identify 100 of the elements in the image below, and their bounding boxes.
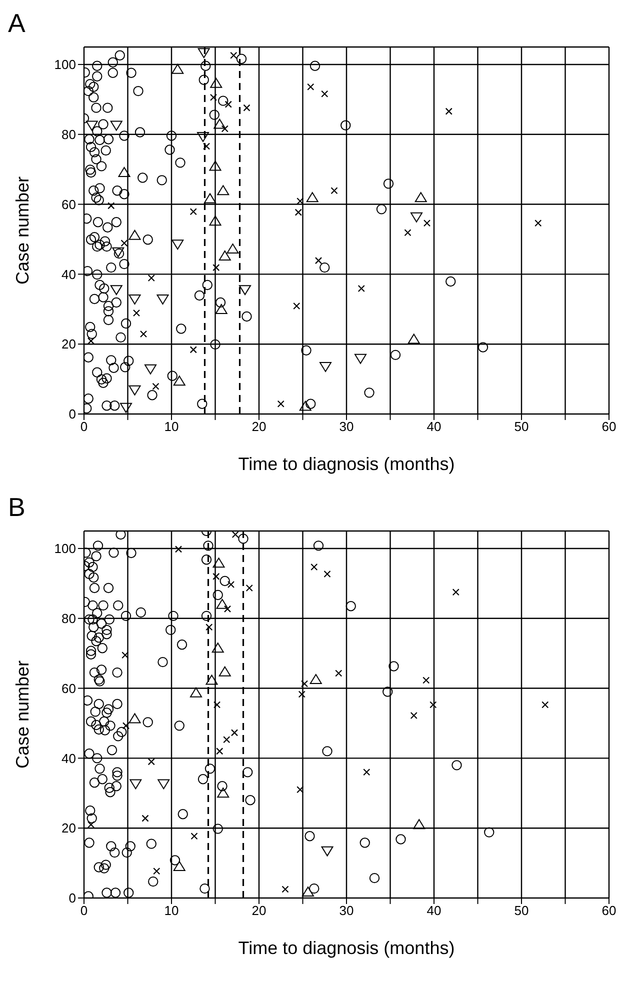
x-tick-label: 20 — [252, 903, 266, 918]
point — [422, 676, 430, 684]
point — [282, 886, 289, 893]
point — [232, 531, 239, 538]
point — [358, 284, 365, 292]
point — [87, 821, 95, 828]
x-tick-label: 40 — [426, 419, 442, 434]
chart-title: B — [8, 492, 26, 523]
point — [128, 294, 141, 305]
point — [217, 788, 230, 798]
point — [210, 78, 222, 88]
point — [197, 132, 209, 142]
point — [218, 250, 231, 261]
point — [414, 192, 427, 202]
x-axis-title: Time to diagnosis (months) — [238, 454, 455, 474]
point — [202, 142, 210, 150]
point — [122, 652, 129, 659]
point — [445, 108, 452, 115]
point — [430, 701, 437, 708]
point — [110, 285, 122, 296]
y-tick-label: 20 — [62, 336, 76, 352]
point — [452, 588, 460, 596]
point — [198, 48, 210, 58]
point — [227, 580, 235, 588]
point — [148, 274, 155, 282]
point — [243, 104, 250, 112]
point — [153, 868, 160, 875]
point — [216, 598, 228, 609]
x-tick-label: 10 — [164, 419, 179, 434]
point — [423, 220, 431, 227]
point — [239, 285, 251, 296]
point — [156, 294, 169, 305]
point — [410, 712, 418, 720]
point — [310, 674, 322, 684]
point — [217, 185, 230, 196]
point — [293, 302, 300, 310]
point — [224, 605, 232, 612]
point — [142, 814, 149, 822]
x-axis-title: Time to diagnosis (months) — [238, 938, 455, 958]
point — [534, 220, 542, 227]
point — [214, 118, 226, 129]
point — [216, 748, 224, 755]
x-tick-label: 40 — [426, 903, 442, 918]
point — [209, 160, 222, 171]
point — [128, 230, 141, 240]
point — [277, 400, 284, 408]
point — [172, 240, 184, 250]
point — [298, 690, 306, 698]
y-tick-label: 80 — [62, 126, 76, 142]
point — [210, 94, 218, 101]
chart-title: A — [8, 8, 26, 39]
point — [223, 736, 230, 744]
point — [204, 193, 216, 204]
x-tick-label: 0 — [80, 903, 88, 918]
x-tick-label: 50 — [514, 903, 529, 918]
y-tick-label: 100 — [54, 541, 76, 556]
y-tick-label: 40 — [62, 266, 76, 282]
point — [86, 120, 98, 131]
point — [212, 572, 220, 580]
point — [190, 832, 198, 840]
point — [413, 819, 426, 830]
x-tick-label: 60 — [602, 903, 616, 918]
point — [230, 52, 238, 59]
x-tick-label: 0 — [80, 419, 88, 434]
point — [215, 304, 228, 314]
point — [299, 400, 312, 411]
point — [296, 786, 304, 794]
point — [87, 337, 95, 344]
point — [300, 680, 308, 688]
point — [132, 309, 140, 317]
point — [130, 779, 142, 790]
point — [190, 346, 197, 354]
y-tick-label: 60 — [62, 196, 76, 212]
point — [324, 570, 331, 578]
point — [246, 584, 253, 592]
y-tick-label: 0 — [68, 406, 76, 422]
y-tick-label: 60 — [62, 680, 76, 696]
x-tick-label: 30 — [339, 903, 354, 918]
point — [206, 624, 213, 631]
x-tick-label: 20 — [252, 419, 266, 434]
point — [226, 244, 239, 254]
point — [335, 670, 342, 677]
point — [209, 216, 222, 226]
point — [158, 779, 170, 790]
point — [221, 125, 228, 132]
point — [212, 642, 224, 653]
point — [408, 334, 420, 344]
point — [128, 713, 141, 724]
point — [206, 674, 218, 685]
point — [307, 83, 314, 90]
point — [213, 701, 221, 708]
point — [140, 330, 148, 338]
point — [173, 861, 186, 872]
point — [128, 385, 141, 396]
point — [321, 90, 328, 98]
point — [302, 886, 314, 897]
point — [190, 208, 197, 216]
point — [172, 64, 184, 74]
point — [224, 100, 232, 108]
point — [173, 376, 186, 386]
